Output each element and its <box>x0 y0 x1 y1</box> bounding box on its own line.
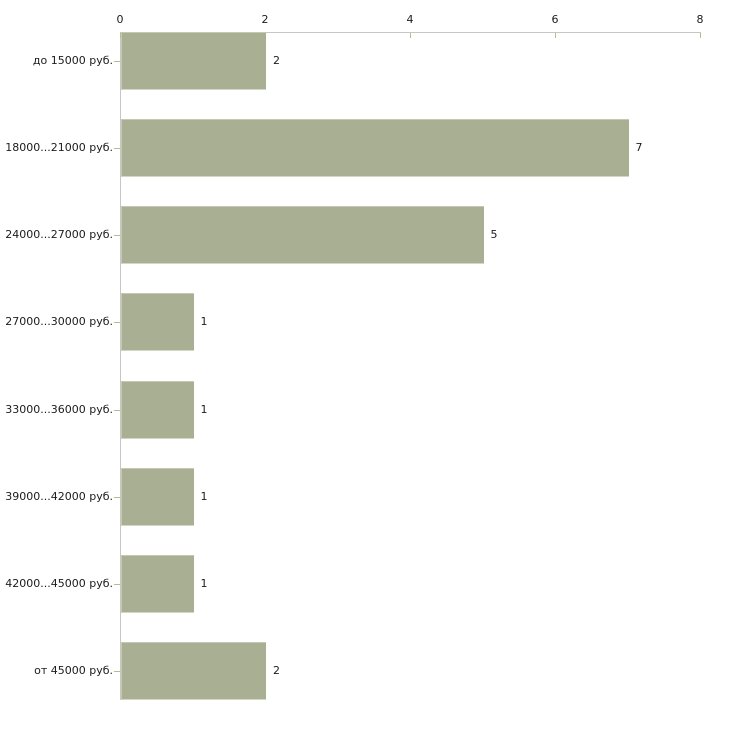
bar <box>121 642 266 700</box>
y-axis-line <box>120 32 121 700</box>
category-label: 39000...42000 руб. <box>5 489 113 503</box>
category-tick-mark <box>114 322 120 323</box>
category-label: 33000...36000 руб. <box>5 402 113 416</box>
bar-value-label: 2 <box>273 54 280 67</box>
bar <box>121 206 484 265</box>
bar <box>121 32 266 90</box>
x-tick-mark <box>555 33 556 38</box>
bar <box>121 119 629 178</box>
category-label: 24000...27000 руб. <box>5 228 113 242</box>
category-label: 18000...21000 руб. <box>5 141 113 155</box>
bar-value-label: 5 <box>490 228 498 242</box>
bar <box>121 467 194 526</box>
category-tick-mark <box>114 497 120 498</box>
x-tick-label: 2 <box>261 13 269 26</box>
x-tick-label: 8 <box>696 13 704 26</box>
category-label: от 45000 руб. <box>34 664 113 677</box>
x-tick-label: 6 <box>551 13 559 26</box>
bar-value-label: 1 <box>200 402 208 416</box>
bar <box>121 554 194 613</box>
x-tick-label: 0 <box>116 13 124 26</box>
category-tick-mark <box>114 584 120 585</box>
bar-value-label: 7 <box>635 141 643 155</box>
bar-value-label: 2 <box>273 664 280 677</box>
bar <box>121 380 194 439</box>
category-tick-mark <box>114 671 120 672</box>
x-tick-label: 4 <box>406 13 414 26</box>
bar-value-label: 1 <box>200 315 208 329</box>
category-tick-mark <box>114 148 120 149</box>
x-tick-mark <box>410 33 411 38</box>
bar <box>121 293 194 352</box>
x-tick-mark <box>120 33 121 38</box>
category-tick-mark <box>114 410 120 411</box>
category-label: 42000...45000 руб. <box>5 576 113 590</box>
x-tick-mark <box>700 33 701 38</box>
bar-value-label: 1 <box>200 489 208 503</box>
category-label: 27000...30000 руб. <box>5 315 113 329</box>
bar-value-label: 1 <box>200 576 208 590</box>
category-tick-mark <box>114 235 120 236</box>
x-axis-line <box>120 32 701 33</box>
category-tick-mark <box>114 61 120 62</box>
category-label: до 15000 руб. <box>32 54 113 67</box>
